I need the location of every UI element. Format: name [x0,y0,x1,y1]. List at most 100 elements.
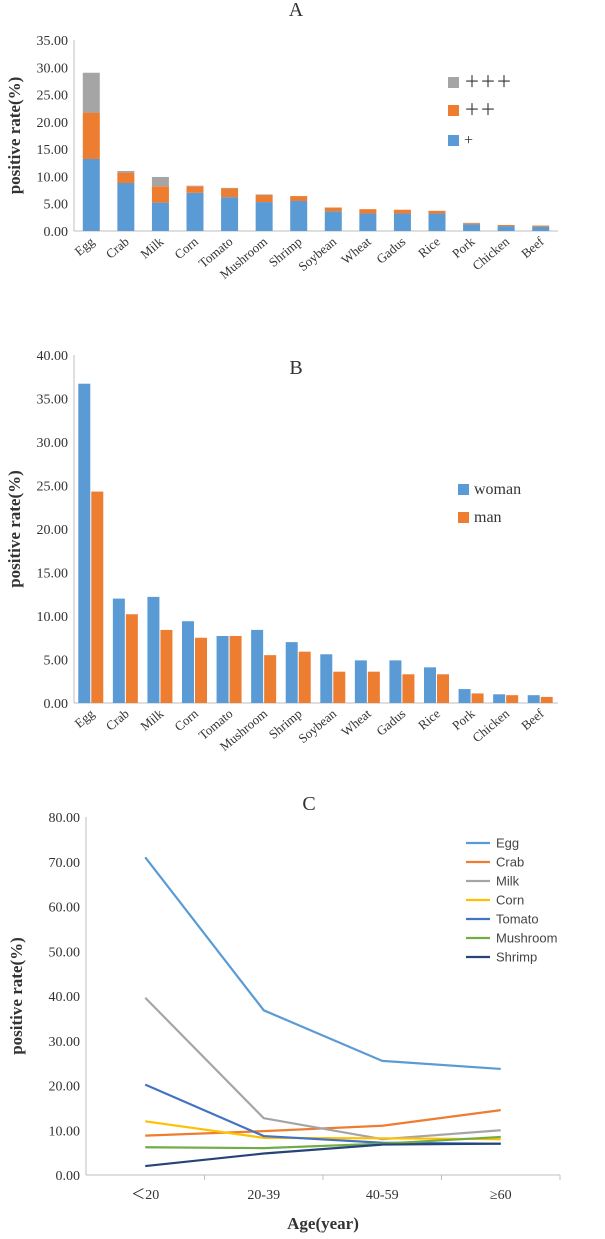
chart-c-ytick-label: 0.00 [56,1169,81,1184]
chart-b-bar [147,596,160,703]
chart-a-ytick-label: 15.00 [37,143,69,158]
chart-b-bar [285,642,298,703]
chart-c-series-line [145,1135,501,1150]
chart-b-x-tick-label: Egg [72,705,98,730]
chart-b-bar [424,667,436,703]
chart-c-ytick-label: 50.00 [49,945,81,960]
chart-c-ytick-label: 30.00 [49,1035,81,1050]
chart-b-ytick-label: 5.00 [44,654,69,669]
chart-b-bar [216,636,229,703]
chart-a-legend-swatch [448,105,459,116]
chart-a-x-tick-label: Wheat [338,234,374,268]
chart-a-bar [221,197,239,231]
chart-c-legend-label: Egg [496,836,519,851]
chart-c-legend-label: Crab [496,855,524,870]
chart-b-ytick-label: 30.00 [37,436,69,451]
chart-c-series-line [145,1120,501,1141]
chart-a-bar [532,225,550,227]
chart-b-x-tick-label: Crab [103,706,132,734]
chart-a-bar [82,112,100,159]
chart-a-ytick-label: 25.00 [37,89,69,104]
chart-c-series-line [144,997,501,1141]
chart-a-bar [463,223,481,225]
chart-a-bar [532,226,550,231]
chart-a-bar [151,202,169,231]
chart-a-bar [82,72,100,113]
chart-b-ytick-label: 15.00 [37,567,69,582]
chart-a-x-tick-label: Rice [415,234,443,261]
chart-b: B 0.00 5.00 10.00 15.00 20.00 25.00 30.00 35.00 4… [5,349,558,754]
chart-a-ytick-label: 20.00 [37,116,69,131]
chart-a-bar [324,211,342,231]
chart-b-bar [367,671,380,703]
chart-b-y-axis-label: positive rate(%) [5,470,24,588]
chart-b-x-tick-label: Chicken [469,705,512,745]
chart-b-bar [78,383,91,703]
chart-a-bar [497,224,515,227]
chart-a-x-tick-label: Beef [518,233,547,261]
chart-b-ytick-label: 40.00 [37,349,69,364]
chart-b-bar [471,693,484,703]
chart-c: C 0.00 10.00 20.00 30.00 40.00 50.00 60.00 70.00… [7,793,561,1233]
chart-b-legend-label: woman [474,481,521,498]
chart-b-bar [389,660,402,703]
chart-b-bar [402,674,415,703]
chart-a-ytick-label: 5.00 [44,198,69,213]
chart-b-legend-swatch [458,512,469,523]
chart-c-ytick-label: 20.00 [49,1080,81,1095]
chart-b-bar [298,651,311,703]
chart-a-bar [151,186,169,203]
chart-c-y-axis-label: positive rate(%) [7,937,26,1055]
chart-b-bar [506,695,519,703]
chart-a-bar [428,213,446,231]
chart-b-title: B [289,357,302,379]
chart-a-bar [359,209,377,214]
chart-a-bar [497,226,515,231]
chart-b-bar [527,695,540,703]
chart-c-x-tick-label: ＜20 [131,1188,159,1203]
chart-c-legend-label: Corn [496,893,524,908]
chart-c-title: C [302,793,315,815]
chart-a-bar [255,202,273,231]
chart-a-title: A [289,0,304,21]
chart-b-ytick-label: 25.00 [37,480,69,495]
chart-b-x-tick-label: Wheat [338,706,374,740]
chart-a-x-tick-label: Milk [137,233,166,261]
chart-a-bar [255,194,273,203]
chart-a-ytick-label: 30.00 [37,61,69,76]
chart-b-bar [251,629,264,703]
chart-a-x-tick-label: Chicken [469,233,512,273]
chart-c-legend-label: Mushroom [496,931,557,946]
chart-a-bar [290,196,308,201]
chart-b-bar [160,629,173,703]
chart-b-x-tick-label: Beef [518,705,547,733]
chart-c-ytick-label: 10.00 [49,1124,81,1139]
chart-b-bar [458,689,471,703]
chart-b-legend-swatch [458,484,469,495]
chart-b-ytick-label: 0.00 [44,697,69,712]
chart-b-ytick-label: 20.00 [37,523,69,538]
chart-a-ytick-label: 0.00 [44,225,69,240]
chart-b-ytick-label: 35.00 [37,393,69,408]
chart-b-bar [354,660,367,703]
chart-a-ytick-label: 10.00 [37,170,69,185]
chart-a-bar [393,213,411,231]
chart-a-bar [221,187,239,189]
chart-b-bar [437,674,449,703]
chart-a-x-tick-label: Egg [72,233,98,258]
chart-a-bar [186,185,204,187]
chart-a: A 0.00 5.00 10.00 15.00 20.00 25.00 30.00 35.00 p… [5,0,558,282]
chart-b-x-tick-label: Soybean [295,705,339,746]
chart-a-bar [428,210,446,214]
chart-a-legend-label: ＋＋ [464,102,496,119]
chart-a-bar [255,194,273,195]
chart-b-bar [91,491,104,703]
chart-c-x-tick-label: ≥60 [490,1188,512,1203]
chart-a-x-tick-label: Crab [103,234,132,262]
chart-b-bar [182,621,194,703]
chart-b-bar [112,598,125,703]
chart-a-legend-label: + [464,132,473,149]
chart-c-series-line [145,1109,501,1137]
chart-a-bar [290,200,308,231]
